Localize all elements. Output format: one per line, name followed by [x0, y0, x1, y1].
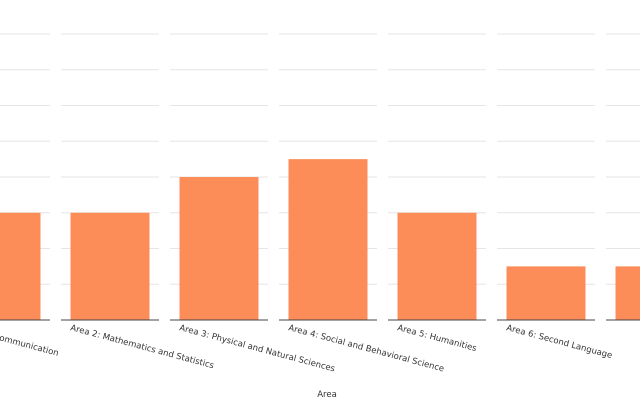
bar [506, 266, 586, 320]
bar [288, 159, 368, 320]
bar [179, 177, 259, 320]
x-tick-label: Area 1: Communication [0, 323, 60, 359]
x-tick-label: Area 6: Second Language [505, 323, 613, 361]
x-axis-title: Area [317, 390, 337, 400]
x-tick-label: Area 5: Humanities [396, 323, 478, 354]
bar [397, 212, 477, 320]
bar [615, 266, 640, 320]
bar [70, 212, 150, 320]
bar [0, 212, 41, 320]
